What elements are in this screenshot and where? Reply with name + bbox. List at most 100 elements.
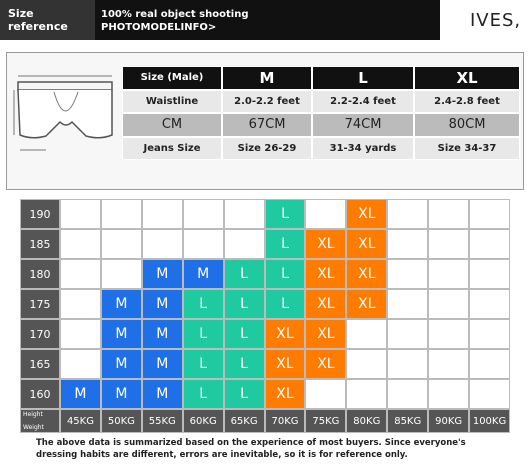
size-cell: 2.2-2.4 feet: [312, 89, 414, 113]
empty-cell: [60, 349, 101, 379]
size-cell: Jeans Size: [122, 136, 222, 160]
size-cell: XL: [346, 199, 388, 229]
size-header-cell: M: [222, 66, 312, 90]
empty-cell: [428, 379, 470, 409]
size-cell: M: [100, 349, 142, 379]
empty-cell: [60, 319, 101, 349]
height-label: 170: [20, 319, 60, 349]
size-cell: XL: [305, 319, 347, 349]
size-cell: XL: [264, 349, 306, 379]
size-cell: 2.0-2.2 feet: [222, 89, 312, 113]
size-cell: 2.4-2.8 feet: [414, 89, 520, 113]
weight-label: 50KG: [100, 409, 142, 433]
size-cell: XL: [346, 289, 388, 319]
size-cell: 74CM: [312, 113, 414, 137]
size-cell: L: [223, 289, 265, 319]
header-subtitle: 100% real object shooting: [101, 9, 249, 20]
size-cell: M: [60, 379, 101, 409]
size-cell: M: [182, 259, 224, 289]
empty-cell: [428, 259, 470, 289]
size-header-cell: L: [312, 66, 414, 90]
empty-cell: [141, 229, 183, 259]
empty-cell: [141, 199, 183, 229]
empty-cell: [428, 319, 470, 349]
height-label: 175: [20, 289, 60, 319]
size-cell: L: [182, 319, 224, 349]
size-cell: XL: [305, 289, 347, 319]
height-axis-label: Height: [23, 411, 43, 418]
underwear-drawing: [13, 75, 113, 151]
size-cell: M: [141, 259, 183, 289]
size-cell: L: [223, 259, 265, 289]
size-header-cell: Size (Male): [122, 66, 222, 90]
empty-cell: [387, 379, 429, 409]
size-cell: L: [182, 349, 224, 379]
size-cell: XL: [305, 349, 347, 379]
empty-cell: [387, 259, 429, 289]
size-cell: XL: [346, 259, 388, 289]
empty-cell: [428, 199, 470, 229]
size-cell: M: [100, 379, 142, 409]
height-label: 160: [20, 379, 60, 409]
empty-cell: [346, 349, 388, 379]
empty-cell: [223, 199, 265, 229]
size-cell: L: [264, 229, 306, 259]
empty-cell: [305, 199, 347, 229]
empty-cell: [60, 259, 101, 289]
empty-cell: [100, 259, 142, 289]
size-cell: XL: [346, 229, 388, 259]
size-cell: M: [141, 319, 183, 349]
size-cell: CM: [122, 113, 222, 137]
size-cell: 67CM: [222, 113, 312, 137]
empty-cell: [469, 349, 510, 379]
size-header-cell: XL: [414, 66, 520, 90]
empty-cell: [305, 379, 347, 409]
size-cell: M: [141, 379, 183, 409]
empty-cell: [469, 379, 510, 409]
empty-cell: [346, 319, 388, 349]
empty-cell: [60, 289, 101, 319]
empty-cell: [469, 199, 510, 229]
weight-axis-label: Weight: [23, 424, 44, 431]
weight-label: 70KG: [264, 409, 306, 433]
empty-cell: [387, 199, 429, 229]
footnote: The above data is summarized based on th…: [36, 438, 466, 460]
corner-cell: Height Weight: [20, 409, 60, 433]
weight-label: 55KG: [141, 409, 183, 433]
empty-cell: [223, 229, 265, 259]
weight-label: 65KG: [223, 409, 265, 433]
weight-label: 75KG: [305, 409, 347, 433]
weight-label: 90KG: [428, 409, 470, 433]
empty-cell: [387, 349, 429, 379]
empty-cell: [428, 349, 470, 379]
size-cell: XL: [264, 379, 306, 409]
height-label: 165: [20, 349, 60, 379]
empty-cell: [428, 229, 470, 259]
size-cell: XL: [305, 259, 347, 289]
height-label: 190: [20, 199, 60, 229]
size-cell: Waistline: [122, 89, 222, 113]
size-grid: 190 L XL 185 L XL XL 180 M M L L XL XL 175 M M L L L XL XL 170…: [20, 199, 510, 433]
size-cell: L: [182, 379, 224, 409]
empty-cell: [387, 289, 429, 319]
weight-label: 60KG: [182, 409, 224, 433]
size-cell: Size 26-29: [222, 136, 312, 160]
header-title: Size reference: [0, 0, 95, 40]
size-cell: XL: [305, 229, 347, 259]
size-cell: L: [264, 259, 306, 289]
empty-cell: [469, 259, 510, 289]
size-cell: L: [264, 289, 306, 319]
weight-label: 80KG: [346, 409, 388, 433]
size-cell: L: [264, 199, 306, 229]
empty-cell: [60, 229, 101, 259]
size-cell: M: [100, 319, 142, 349]
size-cell: XL: [264, 319, 306, 349]
size-cell: L: [223, 319, 265, 349]
empty-cell: [182, 229, 224, 259]
size-cell: L: [223, 349, 265, 379]
empty-cell: [100, 229, 142, 259]
empty-cell: [469, 289, 510, 319]
header-link[interactable]: PHOTOMODELINFO>: [101, 22, 217, 33]
size-cell: M: [100, 289, 142, 319]
